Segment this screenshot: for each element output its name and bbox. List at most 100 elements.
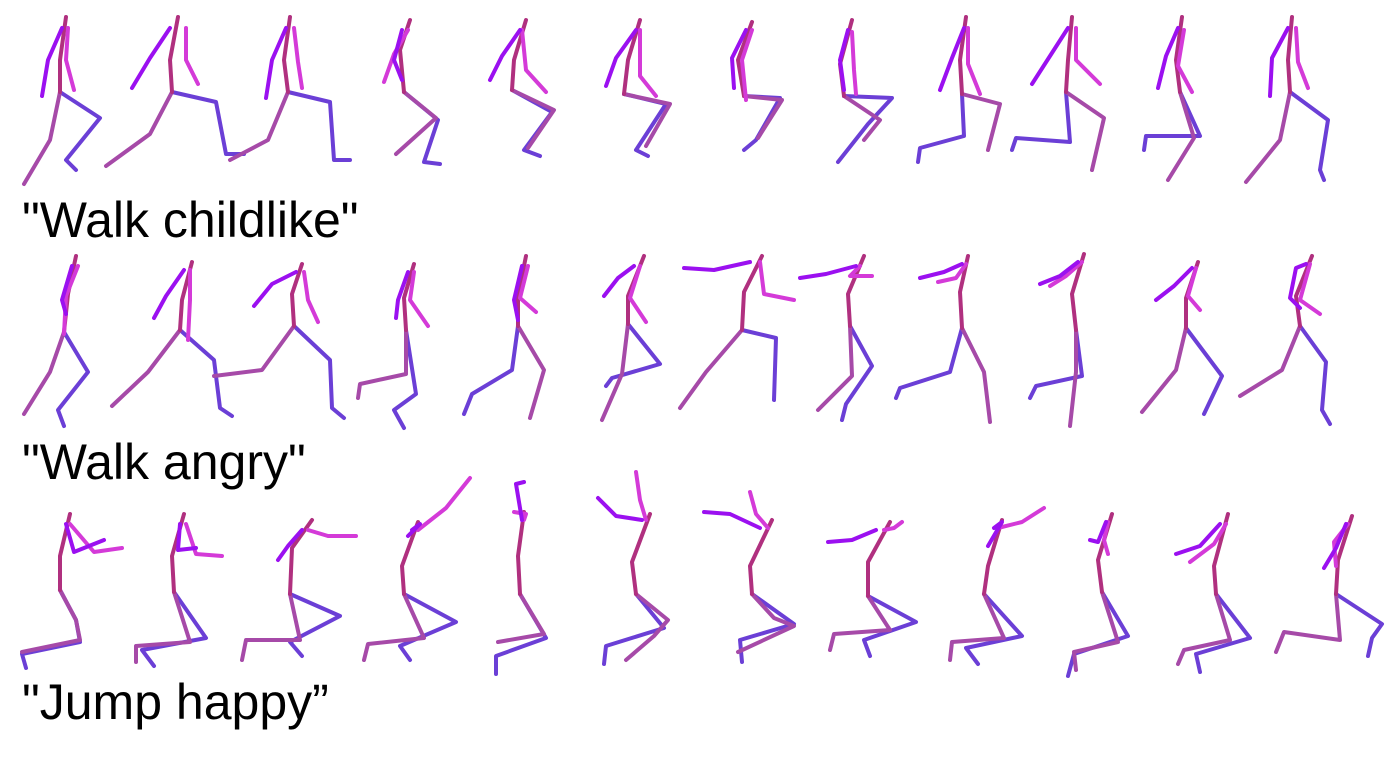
front-leg-segment [1068,328,1078,428]
stick-figure [134,512,224,668]
stick-figure [1274,514,1384,658]
front-leg-segment [1244,90,1292,184]
stick-figure [488,18,556,158]
front-leg-segment [134,590,192,664]
spine-segment [400,520,420,596]
back-leg-segment [604,322,662,388]
back-leg-segment [1142,90,1202,152]
front-leg-segment [228,90,290,162]
stick-figure [228,15,352,162]
front-leg-segment [20,588,82,654]
front-leg-segment [22,90,62,186]
stick-figure [798,254,874,422]
right-arm-segment [520,28,548,94]
left-arm-segment [1322,522,1348,570]
spine-segment [1064,15,1074,94]
back-leg-segment [1194,592,1252,674]
right-arm-segment [848,264,874,278]
left-arm-segment [264,26,288,100]
right-arm-segment [996,506,1046,530]
stick-figure [110,260,234,418]
right-arm-segment [1298,262,1322,316]
stick-figure [600,254,662,422]
left-arm-segment [1174,522,1222,556]
back-leg-segment [462,324,520,416]
right-arm-segment [758,260,796,302]
back-leg-segment [840,324,874,422]
spine-segment [736,20,754,98]
back-leg-segment [740,328,778,402]
stick-figure [20,512,124,670]
back-leg-segment [1334,592,1384,658]
stick-figure [22,254,90,428]
left-arm-segment [918,262,964,280]
front-leg-segment [510,88,556,150]
left-arm-segment [176,522,198,552]
left-arm-segment [604,28,638,88]
stick-figure [240,518,358,662]
front-leg-segment [816,324,854,412]
front-leg-segment [362,592,426,662]
left-arm-segment [798,264,858,280]
front-leg-segment [212,324,296,378]
right-arm-segment [1074,26,1102,86]
stick-figure [1244,15,1330,184]
back-leg-segment [1288,90,1330,182]
back-leg-segment [286,90,352,162]
spine-segment [290,262,304,328]
front-leg-segment [1140,326,1188,414]
figure-row-walk-childlike [22,15,1330,186]
back-leg-segment [1298,324,1332,426]
left-arm-segment [1154,266,1194,302]
right-arm-segment [1048,260,1084,288]
stick-figure [1142,15,1202,182]
caption-jump-happy: "Jump happy” [22,674,329,730]
right-arm-segment [68,522,124,554]
left-arm-segment [488,28,522,82]
back-leg-segment [288,592,342,658]
left-arm-segment [64,522,106,554]
left-arm-segment [1288,262,1308,310]
back-leg-segment [392,328,418,430]
front-leg-segment [1176,592,1232,666]
front-leg-segment [394,90,438,156]
stick-figure [104,15,246,168]
stick-figure [356,262,430,430]
stick-figure [1238,254,1332,426]
stick-figure [362,476,472,662]
spine-segment [516,510,526,596]
spine-segment [748,518,774,596]
back-leg-segment [170,90,246,156]
stick-figure [494,480,548,676]
front-leg-segment [356,328,408,400]
spine-segment [630,512,652,596]
front-leg-segment [1072,590,1120,672]
right-arm-segment [184,26,200,86]
right-arm-segment [416,476,472,532]
back-leg-segment [1028,328,1084,400]
left-arm-segment [730,28,748,90]
stick-figure [678,254,796,410]
right-arm-segment [628,264,648,324]
stick-figure [730,20,784,152]
back-leg-segment [836,94,894,164]
left-arm-segment [512,264,524,322]
figure-row-jump-happy [20,470,1384,678]
stick-figure [836,18,894,164]
back-leg-segment [56,330,90,428]
left-arm-segment [596,496,644,522]
right-arm-segment [740,28,754,102]
right-arm-segment [292,26,304,90]
caption-walk-angry: "Walk angry" [22,434,306,490]
spine-segment [740,254,764,332]
right-arm-segment [882,520,904,532]
stick-figure [212,262,346,420]
right-arm-segment [518,264,538,314]
spine-segment [282,15,292,94]
left-arm-segment [986,520,1004,548]
front-leg-segment [240,592,302,662]
stick-figure [22,15,102,186]
front-leg-segment [624,592,670,662]
stick-figure [596,470,670,666]
